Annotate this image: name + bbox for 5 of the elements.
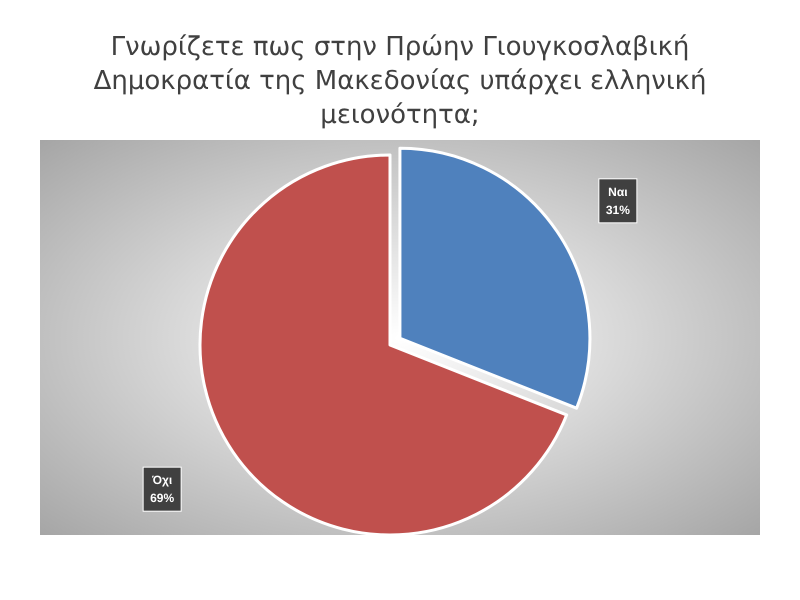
data-label: 31% (606, 202, 630, 217)
slice-label: Όχι (151, 473, 172, 488)
chart-title: Γνωρίζετε πως στην Πρώην Γιουγκοσλαβική Δημοκρατία της Μακεδονίας υπάρχει ελληνική μειονότητα; (94, 32, 706, 130)
slice-label: Ναι (608, 184, 628, 199)
data-label: 69% (150, 491, 174, 506)
